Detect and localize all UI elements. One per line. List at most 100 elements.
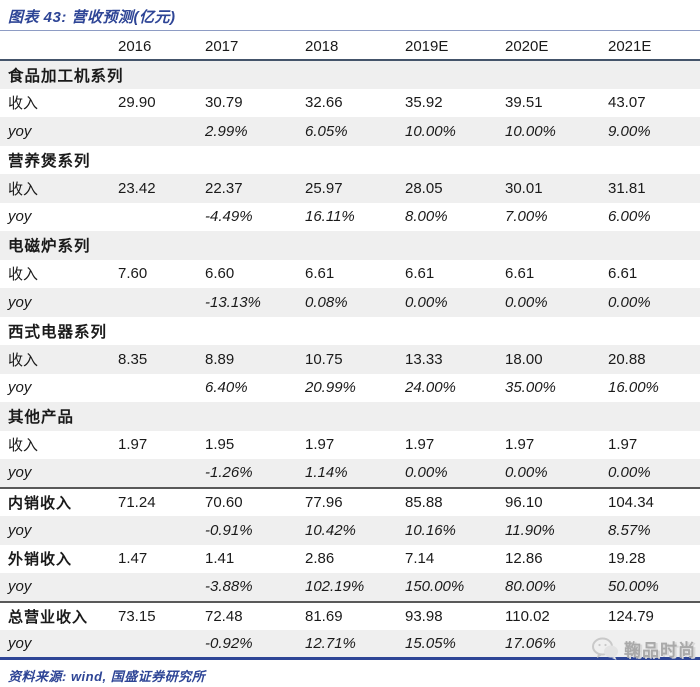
value-cell [505,231,608,260]
value-cell: 16.00% [608,379,659,397]
yoy-row: yoy -0.92% 12.71% 15.05% 17.06% [0,630,700,660]
value-cell [608,60,700,89]
value-cell: 10.75 [305,350,343,368]
header-cell-2017: 2017 [205,37,239,55]
section-row: 电磁炉系列 [0,231,700,260]
value-cell: 96.10 [505,493,543,511]
value-cell: 8.00% [405,208,448,226]
data-row: 总营业收入 73.15 72.48 81.69 93.98 110.02 124.79 [0,602,700,631]
value-cell: 8.89 [205,350,235,368]
figure-title: 图表 43: 营收预测(亿元) [8,9,176,26]
value-cell [405,60,505,89]
row-label: yoy [8,122,32,140]
section-row: 其他产品 [0,402,700,431]
value-cell: 30.79 [205,94,243,112]
value-cell: 1.97 [405,436,435,454]
value-cell [118,459,205,489]
value-cell: 0.00% [405,459,505,489]
table-body: 食品加工机系列 收入 29.90 30.79 32.66 35.92 39.51 43.07 y… [0,60,700,660]
value-cell [118,317,205,346]
header-cell-label [0,33,118,60]
value-cell: 0.00% [405,293,448,311]
value-cell: 24.00% [405,379,456,397]
value-cell: 35.00% [505,379,556,397]
section-row: 食品加工机系列 [0,60,700,89]
revenue-forecast-table: 2016 2017 2018 2019E 2020E 2021E 食品加工机系列… [0,33,700,660]
value-cell: 73.15 [118,607,156,625]
value-cell: 1.95 [205,436,235,454]
data-row: 内销收入 71.24 70.60 77.96 85.88 96.10 104.34 [0,488,700,517]
value-cell: 22.37 [205,179,243,197]
source-note: 资料来源: wind, 国盛证券研究所 [8,669,206,684]
row-label: yoy [8,208,32,226]
yoy-row: yoy -4.49% 16.11% 8.00% 7.00% 6.00% [0,203,700,232]
value-cell [118,402,205,431]
value-cell [118,231,205,260]
value-cell [608,630,700,660]
yoy-row: yoy 2.99% 6.05% 10.00% 10.00% 9.00% [0,117,700,146]
value-cell: 18.00 [505,350,543,368]
value-cell [118,630,205,660]
value-cell [305,146,405,175]
row-label: 外销收入 [8,551,73,569]
row-label: yoy [8,293,32,311]
value-cell: 2.86 [305,550,335,568]
data-row: 收入 8.35 8.89 10.75 13.33 18.00 20.88 [0,345,700,374]
value-cell: 1.47 [118,550,148,568]
data-row: 收入 23.42 22.37 25.97 28.05 30.01 31.81 [0,174,700,203]
value-cell [405,317,505,346]
value-cell [505,317,608,346]
row-label: 西式电器系列 [8,323,108,341]
value-cell: -1.26% [205,459,305,489]
value-cell: 77.96 [305,493,343,511]
row-label: yoy [8,379,32,397]
value-cell: -13.13% [205,293,261,311]
value-cell: 50.00% [608,573,700,603]
value-cell: -0.91% [205,521,253,539]
value-cell [305,317,405,346]
value-cell: 23.42 [118,179,156,197]
row-label: 收入 [8,437,39,455]
value-cell: 13.33 [405,350,443,368]
value-cell: 8.57% [608,521,651,539]
row-label: 电磁炉系列 [8,238,91,256]
value-cell: 20.99% [305,379,356,397]
data-row: 收入 7.60 6.60 6.61 6.61 6.61 6.61 [0,260,700,289]
table-header: 2016 2017 2018 2019E 2020E 2021E [0,33,700,60]
row-label: 食品加工机系列 [8,67,124,85]
value-cell: 6.60 [205,265,235,283]
value-cell: 10.42% [305,521,356,539]
value-cell [118,374,205,403]
value-cell [118,203,205,232]
value-cell: 0.08% [305,293,348,311]
value-cell: 110.02 [505,607,550,625]
value-cell: 32.66 [305,94,343,112]
row-label: 收入 [8,95,39,113]
value-cell: 0.00% [505,293,548,311]
value-cell: 1.14% [305,459,405,489]
value-cell [118,573,205,603]
row-label: 收入 [8,180,39,198]
value-cell: 10.00% [405,122,456,140]
value-cell: 2.99% [205,122,248,140]
value-cell [118,60,205,89]
header-cell-2016: 2016 [118,37,152,55]
value-cell: 0.00% [608,293,651,311]
value-cell: 15.05% [405,630,505,660]
header-cell-2020e: 2020E [505,37,549,55]
value-cell: 1.97 [505,436,535,454]
header-cell-2019e: 2019E [405,37,449,55]
value-cell [118,117,205,146]
row-label: 收入 [8,266,39,284]
value-cell [305,402,405,431]
data-row: 收入 1.97 1.95 1.97 1.97 1.97 1.97 [0,431,700,460]
value-cell: 16.11% [305,208,355,226]
value-cell [505,60,608,89]
value-cell: 104.34 [608,493,654,511]
header-cell-2021e: 2021E [608,37,652,55]
value-cell: 7.60 [118,265,148,283]
value-cell: 25.97 [305,179,343,197]
value-cell [205,317,305,346]
yoy-row: yoy 6.40% 20.99% 24.00% 35.00% 16.00% [0,374,700,403]
value-cell [305,60,405,89]
